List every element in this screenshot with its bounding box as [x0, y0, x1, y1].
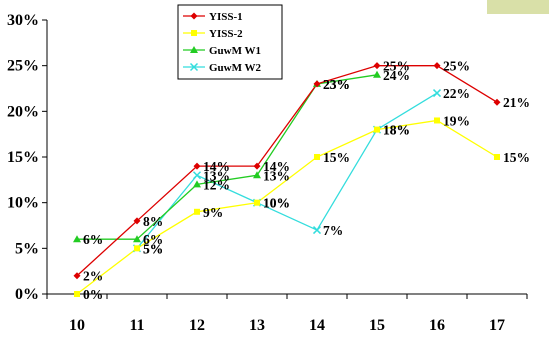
- data-label-yiss-2: 15%: [503, 150, 530, 165]
- x-tick-label: 14: [309, 317, 325, 334]
- data-label-guwm-w2: 18%: [383, 123, 410, 138]
- data-label-yiss-1: 21%: [503, 95, 530, 110]
- data-label-guwm-w2: 5%: [143, 241, 163, 256]
- data-label-yiss-1: 25%: [443, 59, 470, 74]
- data-point-yiss-2: [194, 208, 200, 215]
- data-point-guwm-w1: [253, 171, 261, 179]
- data-label-yiss-1: 14%: [203, 159, 230, 174]
- data-label-guwm-w1: 24%: [383, 68, 410, 83]
- data-point-guwm-w2: [312, 226, 322, 235]
- y-tick-label: 30%: [7, 12, 39, 29]
- data-point-yiss-2: [254, 199, 260, 206]
- data-label-guwm-w1: 23%: [323, 77, 350, 92]
- data-point-guwm-w2: [432, 89, 442, 98]
- legend-item-yiss-2: YISS-2: [183, 28, 243, 40]
- data-point-yiss-1: [193, 162, 201, 170]
- data-point-yiss-1: [433, 62, 441, 70]
- data-point-yiss-1: [493, 98, 501, 106]
- data-label-guwm-w1: 6%: [83, 232, 103, 247]
- y-tick-label: 20%: [7, 103, 39, 120]
- data-label-guwm-w1: 6%: [143, 232, 163, 247]
- data-point-yiss-2: [434, 117, 440, 124]
- y-tick-label: 10%: [7, 195, 39, 212]
- x-tick-label: 17: [489, 317, 505, 334]
- data-point-yiss-1: [133, 217, 141, 225]
- data-label-guwm-w2: 7%: [323, 223, 343, 238]
- legend: YISS-1 YISS-2 GuwM W1 GuwM W2: [177, 4, 283, 80]
- data-label-yiss-2: 15%: [323, 150, 350, 165]
- data-label-yiss-1: 8%: [143, 214, 163, 229]
- legend-item-guwm-w1: GuwM W1: [183, 45, 261, 57]
- y-tick-label: 5%: [15, 240, 39, 257]
- data-point-yiss-1: [373, 62, 381, 70]
- data-point-yiss-1: [73, 272, 81, 280]
- series-line-yiss-1: [76, 65, 498, 277]
- y-tick-label: 25%: [7, 58, 39, 75]
- data-label-yiss-2: 9%: [203, 205, 223, 220]
- x-tick-label: 16: [429, 317, 445, 334]
- legend-item-yiss-1: YISS-1: [183, 11, 243, 23]
- x-tick-label: 15: [369, 317, 385, 334]
- legend-swatch-marker: [191, 30, 197, 36]
- legend-label: GuwM W1: [209, 45, 261, 57]
- data-label-guwm-w2: 13%: [203, 168, 230, 183]
- data-label-guwm-w2: 10%: [263, 196, 290, 211]
- series-line-guwm-w1: [77, 74, 378, 240]
- data-label-yiss-1: 2%: [83, 269, 103, 284]
- data-label-guwm-w1: 12%: [203, 177, 230, 192]
- data-point-yiss-2: [74, 291, 80, 297]
- data-label-guwm-w2: 22%: [443, 86, 470, 101]
- x-tick-label: 10: [69, 317, 85, 334]
- legend-swatch-marker: [190, 12, 198, 20]
- x-tick-label: 12: [189, 317, 205, 334]
- data-point-yiss-1: [253, 162, 261, 170]
- data-label-yiss-2: 5%: [143, 241, 163, 256]
- data-point-yiss-2: [314, 154, 320, 160]
- data-label-yiss-2: 0%: [83, 287, 103, 302]
- data-label-yiss-2: 10%: [263, 196, 290, 211]
- legend-swatch-marker: [190, 46, 198, 53]
- data-label-yiss-1: 25%: [383, 59, 410, 74]
- data-point-guwm-w2: [192, 171, 202, 180]
- data-label-yiss-2: 18%: [383, 123, 410, 138]
- x-tick-label: 13: [249, 317, 265, 334]
- data-point-guwm-w1: [73, 235, 81, 243]
- series-line-guwm-w2: [136, 92, 438, 249]
- x-tick-label: 11: [129, 317, 144, 334]
- data-point-yiss-2: [494, 154, 500, 160]
- data-point-yiss-1: [313, 80, 321, 88]
- legend-label: YISS-1: [209, 11, 243, 23]
- legend-swatch-marker: [189, 62, 199, 72]
- legend-label: GuwM W2: [209, 62, 262, 74]
- y-tick-label: 15%: [7, 149, 39, 166]
- data-point-guwm-w1: [133, 235, 141, 243]
- top-right-corner-decoration: [487, 0, 549, 14]
- y-tick-label: 0%: [15, 286, 39, 303]
- data-point-yiss-2: [374, 126, 380, 133]
- series-line-yiss-2: [76, 119, 498, 295]
- data-point-guwm-w1: [193, 180, 201, 188]
- data-label-guwm-w1: 13%: [263, 168, 290, 183]
- data-point-yiss-2: [134, 245, 140, 252]
- data-label-yiss-1: 14%: [263, 159, 290, 174]
- data-point-guwm-w1: [373, 70, 381, 78]
- data-label-yiss-1: 23%: [323, 77, 350, 92]
- legend-item-guwm-w2: GuwM W2: [183, 62, 262, 74]
- legend-label: YISS-2: [209, 28, 243, 40]
- data-label-yiss-2: 19%: [443, 113, 470, 128]
